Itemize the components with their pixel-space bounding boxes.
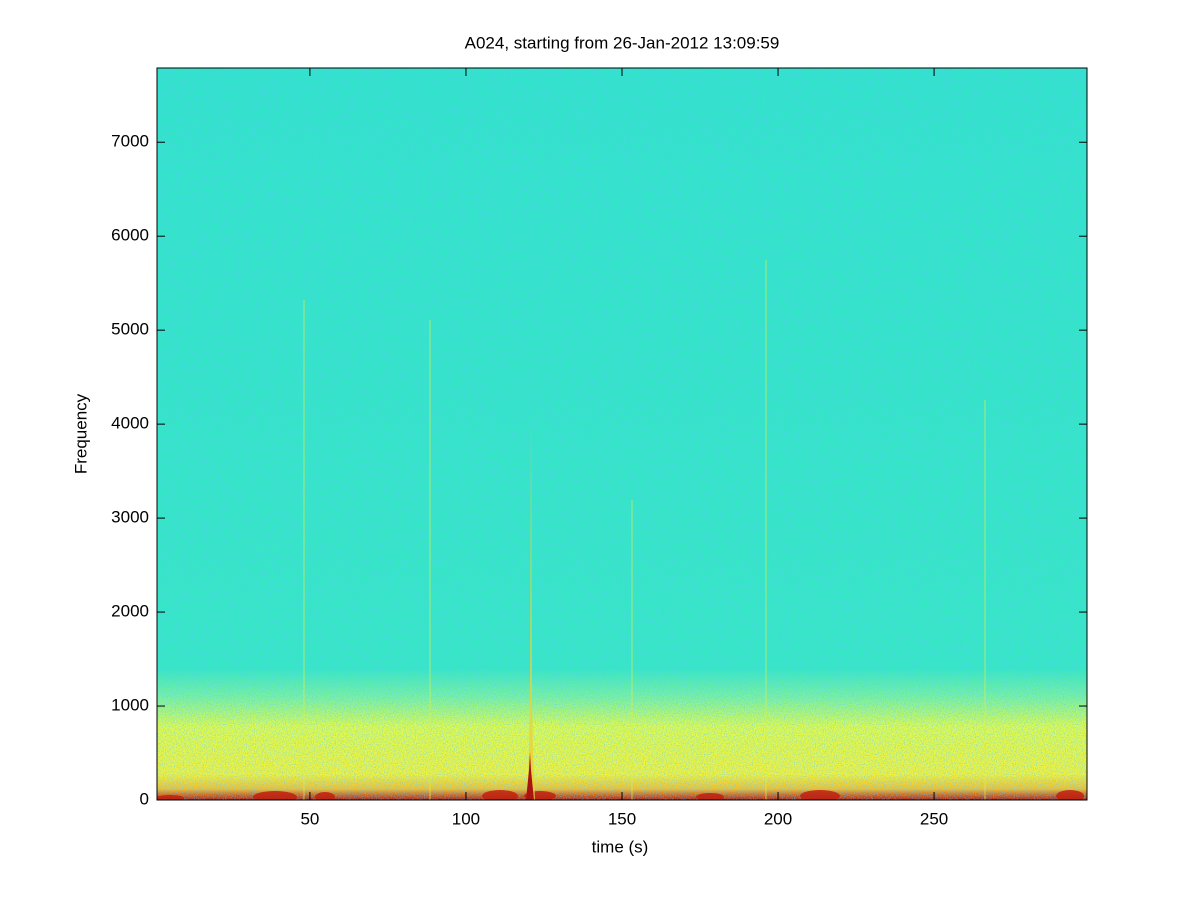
y-axis-label: Frequency (71, 393, 90, 474)
x-tick-label: 100 (452, 809, 480, 828)
chart-title: A024, starting from 26-Jan-2012 13:09:59 (465, 33, 780, 52)
x-tick-label: 150 (608, 809, 636, 828)
x-tick-label: 200 (764, 809, 792, 828)
y-tick-label: 6000 (111, 226, 149, 245)
y-tick-label: 0 (140, 789, 149, 808)
x-tick-label: 50 (300, 809, 319, 828)
spectrogram-image (157, 68, 1087, 800)
x-axis-label: time (s) (592, 837, 649, 856)
y-tick-label: 2000 (111, 602, 149, 621)
y-tick-label: 1000 (111, 696, 149, 715)
x-tick-label: 250 (920, 809, 948, 828)
y-tick-label: 7000 (111, 132, 149, 151)
y-tick-label: 4000 (111, 414, 149, 433)
y-tick-label: 5000 (111, 320, 149, 339)
y-tick-label: 3000 (111, 508, 149, 527)
